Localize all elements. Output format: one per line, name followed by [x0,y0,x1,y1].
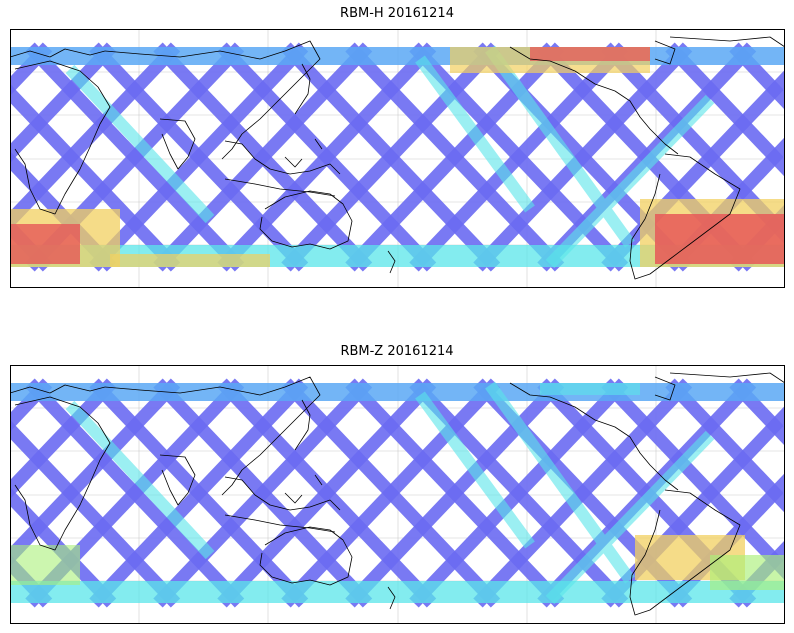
hot-south-africa-core [10,224,80,264]
high-value-regions [10,47,785,267]
coastline-india [159,454,196,506]
south-band [10,581,785,603]
coastline-asia [104,40,321,160]
coastline-japan [294,63,311,115]
coastline-australia [259,190,353,250]
swath-descending [10,378,53,432]
coastline-asia [104,376,321,496]
swath-descending [345,42,565,272]
coastline-nz [387,250,396,274]
swath-descending [217,42,437,272]
swath-descending [153,42,373,272]
swath-mid [65,400,215,560]
coastline-japan [294,399,311,451]
coastline-nz [387,586,396,610]
hot-north-core [530,47,650,61]
swath-ascending [729,378,785,446]
coastline-india [159,118,196,170]
coastline-samerica [629,489,741,616]
coastline-arctic [669,36,785,48]
north-band [10,47,785,65]
mid-value-tracks [65,381,715,605]
high-value-regions [10,383,785,590]
swath-descending [10,42,181,231]
mild-south-atlantic [710,555,785,590]
swath-descending [153,378,373,608]
swath-descending [409,42,629,272]
north-band [10,383,785,401]
map-panel-rbm-h [10,29,785,288]
coastline-seasia [224,140,341,175]
coastline-namerica [509,382,679,491]
coastline-indonesia [224,178,336,197]
coastline-greenland [654,376,676,401]
mild-north-pacific [540,383,640,395]
hot-south-atlantic-core [655,214,785,264]
coastline-arctic [669,372,785,384]
swath-descending [473,42,693,272]
swath-descending [281,42,501,272]
coastline-namerica [509,46,679,155]
coastline-indonesia [224,514,336,533]
coastlines [10,372,785,616]
coastline-samerica [629,153,741,280]
coastline-europe [10,384,106,394]
swath-mid [65,64,215,224]
coastline-seasia [224,476,341,511]
swath-descending [281,378,501,608]
coastlines [10,36,785,280]
map-frame [10,29,785,288]
coastline-africa [14,396,111,551]
map-title-bottom: RBM-Z 20161214 [340,344,454,359]
swath-descending [10,378,181,567]
swath-descending [10,42,53,96]
hot-south-indian [110,254,270,267]
swath-descending [217,378,437,608]
coastline-australia [259,526,353,586]
coastline-greenland [654,40,676,65]
coastline-africa [14,60,111,215]
coastline-seasia_bits [284,474,323,504]
map-rbm-h [10,29,785,288]
mild-south-africa [10,545,80,585]
coastline-europe [10,48,106,58]
map-rbm-z [10,365,785,624]
swath-mid [545,430,715,605]
mid-value-tracks [65,45,715,269]
swath-descending [345,378,565,608]
map-panel-rbm-z [10,365,785,624]
map-frame [10,365,785,624]
swath-descending [409,378,629,608]
swath-mid [545,94,715,269]
swath-descending [89,378,309,608]
coastline-seasia_bits [284,138,323,168]
swath-ascending [729,42,785,110]
swath-descending [473,378,693,608]
swath-mid [415,55,535,213]
swath-descending [89,42,309,272]
map-title-top: RBM-H 20161214 [340,6,454,21]
swath-mid [415,391,535,549]
